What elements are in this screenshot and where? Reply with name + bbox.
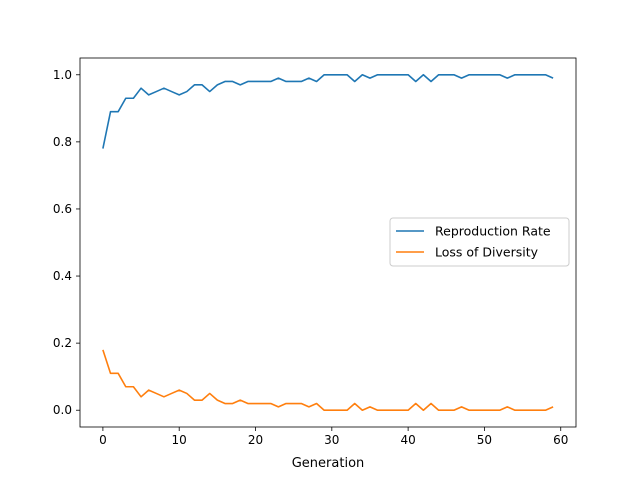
x-tick-label: 30: [324, 433, 339, 447]
y-tick-label: 0.6: [53, 202, 72, 216]
series-line-1: [102, 73, 554, 149]
y-axis: 0.0 0.2 0.4 0.6 0.8 1.0: [53, 68, 80, 417]
x-axis-label: Generation: [292, 456, 365, 471]
y-tick-label: 0.0: [53, 403, 72, 417]
x-tick-label: 50: [477, 433, 492, 447]
legend: Reproduction Rate Loss of Diversity: [389, 217, 570, 267]
x-tick-label: 20: [248, 433, 263, 447]
y-tick-label: 0.4: [53, 269, 72, 283]
y-tick-label: 1.0: [53, 68, 72, 82]
x-axis: 0 10 20 30 40 50 60: [99, 427, 568, 447]
series-layer: [102, 73, 554, 412]
series-line-2: [102, 349, 554, 412]
x-tick-label: 60: [553, 433, 568, 447]
legend-label-1: Reproduction Rate: [435, 224, 551, 239]
y-tick-label: 0.8: [53, 135, 72, 149]
x-tick-label: 40: [400, 433, 415, 447]
plot-frame: [79, 57, 577, 428]
legend-box: [389, 217, 570, 267]
x-tick-label: 10: [172, 433, 187, 447]
y-tick-label: 0.2: [53, 336, 72, 350]
legend-label-2: Loss of Diversity: [435, 245, 539, 260]
x-tick-label: 0: [99, 433, 107, 447]
